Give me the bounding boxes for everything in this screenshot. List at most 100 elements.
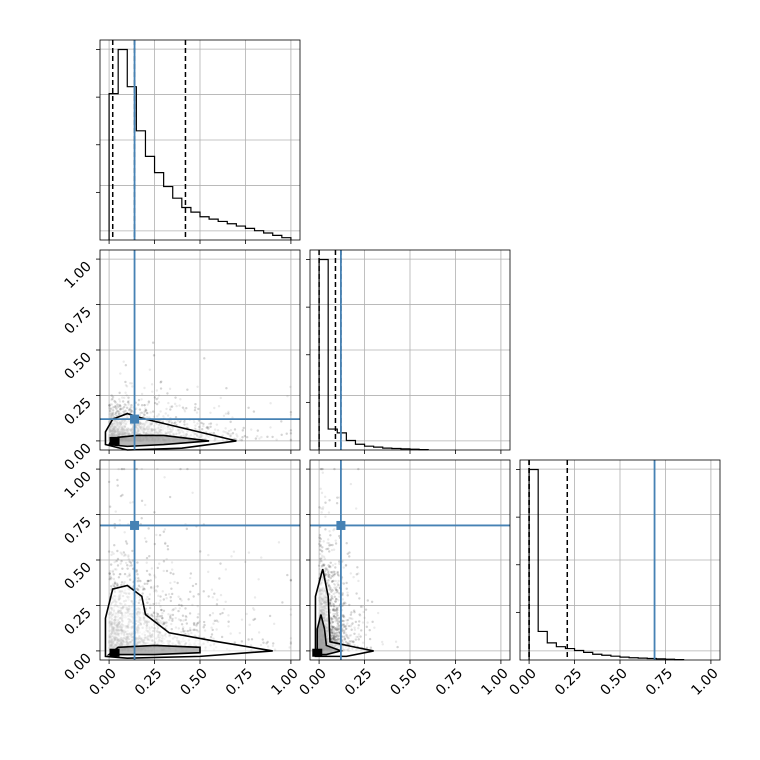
sample-point bbox=[192, 628, 195, 632]
sample-point bbox=[196, 422, 199, 425]
sample-point bbox=[155, 389, 159, 392]
sample-point bbox=[202, 590, 205, 593]
sample-point bbox=[346, 642, 350, 645]
sample-point bbox=[328, 585, 331, 588]
sample-point bbox=[123, 531, 126, 534]
sample-point bbox=[123, 572, 127, 576]
sample-point bbox=[342, 641, 345, 644]
sample-point bbox=[336, 607, 339, 610]
sample-point bbox=[191, 603, 194, 607]
sample-point bbox=[113, 580, 117, 583]
sample-point bbox=[332, 637, 336, 641]
sample-point bbox=[174, 626, 178, 629]
sample-point bbox=[334, 591, 337, 594]
sample-point bbox=[331, 631, 334, 634]
sample-point bbox=[155, 397, 158, 401]
sample-point bbox=[321, 471, 324, 474]
sample-point bbox=[193, 628, 197, 632]
sample-point bbox=[318, 561, 322, 565]
sample-point bbox=[182, 619, 185, 622]
sample-point bbox=[231, 416, 234, 419]
sample-point bbox=[117, 412, 120, 416]
x-tick-label: 0.75 bbox=[433, 666, 466, 699]
sample-point bbox=[332, 629, 336, 633]
sample-point bbox=[155, 402, 159, 406]
sample-point bbox=[187, 632, 190, 636]
sample-point bbox=[110, 550, 114, 554]
sample-point bbox=[327, 579, 330, 582]
sample-point bbox=[365, 646, 369, 649]
sample-point bbox=[178, 404, 181, 407]
sample-point bbox=[131, 585, 134, 589]
sample-point bbox=[335, 598, 338, 601]
sample-point bbox=[152, 354, 156, 357]
sample-point bbox=[345, 563, 348, 567]
sample-point bbox=[253, 617, 257, 621]
sample-point bbox=[162, 622, 166, 625]
sample-point bbox=[126, 400, 130, 404]
sample-point bbox=[148, 593, 152, 596]
sample-point bbox=[272, 622, 276, 626]
sample-point bbox=[118, 398, 121, 401]
sample-point bbox=[348, 640, 351, 643]
sample-point bbox=[130, 564, 133, 567]
sample-point bbox=[235, 433, 238, 436]
sample-point bbox=[376, 611, 380, 615]
sample-point bbox=[362, 610, 365, 614]
sample-point bbox=[242, 426, 245, 430]
sample-point bbox=[326, 541, 329, 545]
truth-marker-2 bbox=[336, 520, 346, 530]
sample-point bbox=[265, 642, 268, 645]
sample-point bbox=[127, 401, 130, 404]
sample-point bbox=[169, 405, 172, 409]
sample-point bbox=[334, 627, 337, 630]
sample-point bbox=[193, 622, 196, 625]
sample-point bbox=[138, 408, 142, 411]
sample-point bbox=[222, 430, 225, 433]
sample-point bbox=[193, 628, 196, 631]
sample-point bbox=[113, 544, 116, 547]
sample-point bbox=[337, 599, 340, 602]
sample-point bbox=[136, 579, 140, 583]
sample-point bbox=[336, 622, 340, 626]
sample-point bbox=[341, 628, 345, 632]
sample-point bbox=[111, 414, 114, 417]
sample-point bbox=[257, 578, 260, 581]
sample-point bbox=[333, 583, 337, 586]
sample-point bbox=[162, 530, 166, 533]
sample-point bbox=[144, 408, 148, 412]
sample-point bbox=[113, 526, 117, 529]
sample-point bbox=[347, 636, 350, 640]
sample-point bbox=[114, 406, 117, 409]
sample-point bbox=[194, 424, 197, 427]
sample-point bbox=[333, 639, 336, 642]
sample-point bbox=[371, 620, 374, 624]
sample-point bbox=[222, 607, 226, 611]
sample-point bbox=[164, 542, 167, 545]
sample-point bbox=[358, 620, 361, 623]
sample-point bbox=[350, 628, 353, 631]
sample-point bbox=[343, 635, 346, 638]
x-tick-label: 0.50 bbox=[177, 666, 210, 699]
sample-point bbox=[366, 599, 370, 602]
sample-point bbox=[334, 588, 338, 591]
sample-point bbox=[124, 403, 128, 407]
sample-point bbox=[212, 622, 215, 625]
sample-point bbox=[345, 542, 348, 545]
sample-point bbox=[344, 625, 347, 628]
sample-point bbox=[202, 424, 205, 428]
sample-point bbox=[336, 631, 339, 635]
sample-point bbox=[209, 411, 212, 414]
sample-point bbox=[348, 634, 351, 637]
sample-point bbox=[192, 622, 196, 625]
sample-point bbox=[327, 585, 330, 588]
sample-point bbox=[148, 555, 151, 558]
sample-point bbox=[332, 570, 335, 573]
sample-point bbox=[327, 583, 330, 587]
sample-point bbox=[336, 570, 339, 574]
sample-point bbox=[336, 589, 339, 592]
sample-point bbox=[163, 476, 166, 479]
sample-point bbox=[332, 612, 335, 616]
sample-point bbox=[323, 557, 327, 560]
sample-point bbox=[114, 413, 117, 416]
